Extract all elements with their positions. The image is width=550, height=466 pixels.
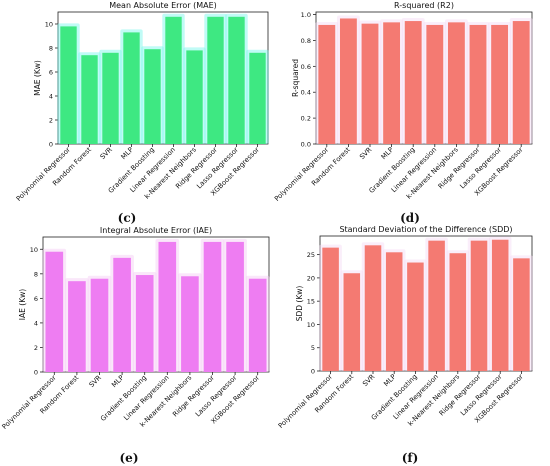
sdd-chart-title: Standard Deviation of the Difference (SD… [339, 225, 512, 234]
sdd-y-tick-label: 5 [311, 344, 315, 352]
mae-y-axis-label: MAE (Kw) [33, 60, 42, 96]
mae-bar [249, 52, 266, 144]
r2-bar [512, 21, 530, 144]
mae-bar [228, 16, 245, 144]
r2-bar [339, 18, 357, 144]
mae-bar [186, 50, 203, 144]
sdd-bar [343, 273, 361, 371]
sdd-x-tick-label: SVR [361, 373, 377, 389]
iae-x-tick-label: MLP [110, 374, 125, 389]
r2-y-tick-label: 0.0 [301, 141, 311, 149]
sdd-bar [513, 258, 530, 371]
mae-bar [165, 16, 182, 144]
r2-bar [426, 24, 444, 144]
mae-bar [123, 32, 140, 144]
iae-y-axis-label: IAE (Kw) [18, 289, 27, 320]
iae-chart: Integral Absolute Error (IAE) IAE (Kw) 0 2 4… [1, 226, 270, 431]
r2-bar [447, 22, 465, 144]
mae-y-tick-label: 8 [49, 45, 53, 53]
iae-plot-frame [42, 236, 270, 373]
iae-x-tick-label: SVR [88, 374, 104, 390]
mae-y-tick-label: 6 [49, 69, 53, 77]
sdd-bar [428, 240, 445, 371]
iae-bar [181, 276, 199, 372]
mae-bar [102, 52, 119, 144]
mae-x-tick-label: Random Forest [51, 146, 93, 188]
r2-x-tick-label: SVR [358, 146, 374, 162]
sdd-y-tick-label: 10 [307, 321, 315, 329]
iae-y-tick-label: 8 [34, 270, 38, 278]
sdd-bar [449, 253, 467, 371]
sdd-x-tick-label: Random Forest [313, 373, 355, 415]
r2-bar [383, 22, 401, 144]
r2-chart-title: R-squared (R2) [394, 1, 454, 10]
sdd-bar [322, 247, 339, 371]
iae-y-tick-label: 6 [34, 295, 38, 303]
mae-chart-title: Mean Absolute Error (MAE) [109, 1, 217, 10]
mae-bar [81, 55, 98, 145]
iae-bar [45, 251, 64, 372]
r2-x-tick-label: MLP [380, 146, 395, 161]
r2-y-tick-label: 0.6 [301, 63, 311, 71]
sdd-y-tick-label: 15 [307, 298, 315, 306]
mae-bar [207, 16, 224, 144]
r2-bar [318, 24, 336, 144]
sdd-y-axis-label: SDD (Kw) [295, 286, 304, 322]
panel-label-f: (f) [402, 451, 419, 465]
panel-label-d: (d) [400, 211, 420, 225]
iae-bar [248, 278, 267, 372]
sdd-bar [470, 240, 488, 371]
iae-bar [90, 278, 109, 372]
mae-y-tick-label: 10 [45, 21, 53, 29]
iae-bar [135, 275, 154, 372]
r2-bar [361, 23, 379, 145]
mae-bar [60, 26, 77, 144]
mae-y-tick-label: 2 [49, 117, 53, 125]
r2-y-tick-label: 1.0 [301, 11, 311, 19]
r2-chart: R-squared (R2) R-squared 0.0 0.2 0.4 0.6 0.8 1.… [273, 1, 533, 203]
mae-chart: Mean Absolute Error (MAE) MAE (Kw) 0 2 4 6 8 10… [15, 1, 269, 203]
r2-y-tick-label: 0.2 [301, 115, 311, 123]
iae-y-tick-label: 2 [34, 344, 38, 352]
iae-y-tick-label: 0 [34, 369, 38, 377]
sdd-chart: Standard Deviation of the Difference (SD… [277, 225, 533, 430]
panel-label-c: (c) [118, 211, 137, 225]
sdd-bar [407, 262, 424, 371]
iae-chart-title: Integral Absolute Error (IAE) [100, 226, 212, 235]
iae-bar [68, 281, 86, 372]
r2-x-tick-label: Random Forest [310, 146, 352, 188]
sdd-bar [491, 239, 509, 371]
mae-x-tick-label: SVR [99, 146, 115, 162]
iae-bar [113, 257, 131, 372]
r2-bar [469, 24, 487, 144]
r2-y-tick-label: 0.8 [301, 37, 311, 45]
r2-bar [404, 21, 422, 144]
iae-bar [203, 241, 222, 372]
sdd-bar [385, 252, 403, 371]
mae-x-tick-label: MLP [120, 146, 135, 161]
iae-y-tick-label: 4 [34, 319, 38, 327]
mae-y-tick-label: 4 [49, 93, 53, 101]
r2-plot-frame [315, 11, 533, 145]
sdd-bar [364, 245, 382, 371]
mae-y-tick-label: 0 [49, 141, 53, 149]
panel-label-e: (e) [120, 451, 139, 465]
iae-bar [158, 241, 177, 372]
sdd-plot-frame [319, 235, 533, 372]
sdd-x-tick-label: MLP [382, 373, 397, 388]
sdd-y-tick-label: 25 [307, 251, 315, 259]
r2-y-tick-label: 0.4 [301, 89, 311, 97]
mae-bar [144, 49, 161, 145]
r2-y-axis-label: R-squared [291, 59, 300, 97]
iae-bar [226, 241, 244, 372]
iae-y-tick-label: 10 [30, 246, 38, 254]
mae-plot-frame [57, 11, 269, 145]
sdd-y-tick-label: 0 [311, 368, 315, 376]
r2-bar [491, 24, 509, 144]
sdd-y-tick-label: 20 [307, 274, 315, 282]
